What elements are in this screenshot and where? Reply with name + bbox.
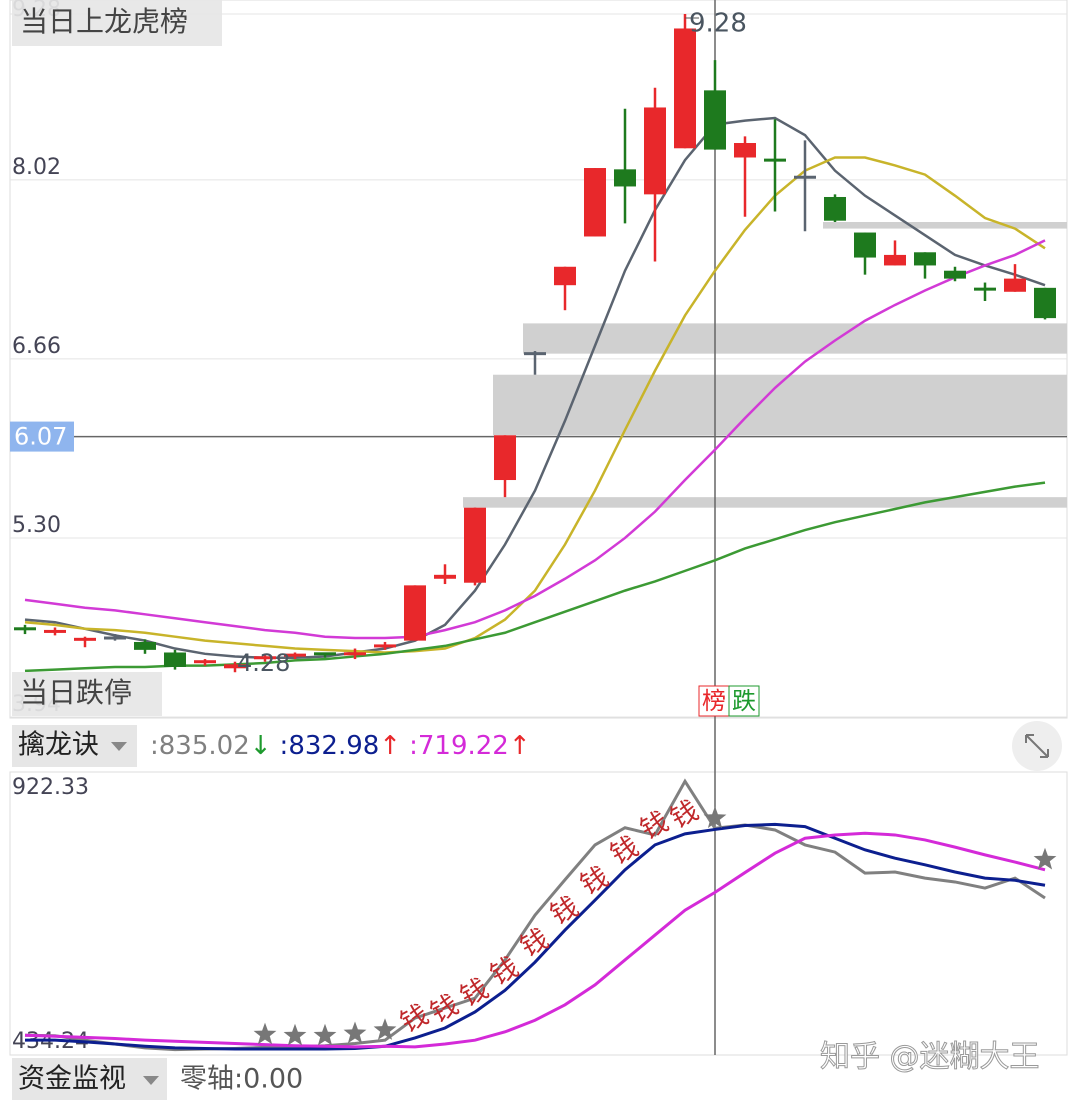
crosshair-label-bg: [10, 421, 74, 452]
candle-body: [284, 653, 306, 657]
candle-body: [914, 252, 936, 266]
indicator-line: [25, 822, 1046, 1051]
marker: 榜: [702, 687, 726, 715]
star-signal: [283, 1023, 307, 1046]
low-label: 4.28: [237, 649, 290, 677]
candle-body: [224, 664, 246, 669]
star-signal: [373, 1018, 397, 1040]
dropdown-arrow: [143, 1076, 159, 1085]
candle-body: [74, 637, 96, 641]
high-label: 9.28: [689, 9, 747, 39]
watermark: 知乎 @迷糊大王: [820, 1040, 1040, 1075]
candle-body: [404, 585, 426, 641]
legend-prefix: :: [280, 731, 289, 761]
monitor-name: 资金监视: [18, 1064, 126, 1095]
star-signal: [343, 1021, 367, 1044]
marker-box: [728, 685, 760, 717]
support-zone: [523, 323, 1067, 354]
ma-line: [24, 239, 1046, 640]
candle-body: [584, 168, 606, 237]
y-tick-label: 922.33: [12, 775, 89, 800]
y-tick-label: 6.66: [12, 334, 61, 359]
candle-body: [194, 660, 216, 664]
candle-body: [374, 644, 396, 648]
candle-body: [314, 652, 336, 656]
star-signal: [703, 806, 727, 828]
monitor-selector[interactable]: [12, 1058, 167, 1100]
legend-prefix: :: [409, 731, 418, 761]
marker-box: [698, 685, 730, 717]
bottom-badge: 当日跌停: [20, 676, 132, 709]
candle-body: [554, 266, 576, 286]
candle-body: [854, 232, 876, 258]
candle-body: [614, 169, 636, 187]
candle-body: [434, 574, 456, 579]
legend-value: 835.02: [159, 731, 250, 761]
zero-axis: 零轴:0.00: [180, 1064, 303, 1095]
candle-body: [884, 254, 906, 266]
legend: :835.02↓:832.98↑:719.22↑: [150, 731, 531, 761]
legend-arrow: ↑: [379, 731, 401, 761]
candle-body: [824, 196, 846, 221]
candle-body: [14, 627, 36, 631]
candle-body: [734, 143, 756, 158]
ma-line: [24, 481, 1046, 673]
candle-body: [104, 636, 126, 640]
expand-icon: [1025, 734, 1049, 758]
legend-value: 719.22: [418, 731, 509, 761]
candle-body: [944, 270, 966, 279]
dropdown-arrow: [111, 742, 127, 751]
top-badge-bg: [12, 0, 222, 46]
candle-body: [254, 656, 276, 660]
candle-body: [44, 629, 66, 633]
candle-body: [764, 158, 786, 162]
indicator-panel: [9, 771, 1068, 1056]
candle-body: [644, 107, 666, 195]
bottom-badge-bg: [12, 672, 162, 716]
legend-arrow: ↑: [509, 731, 531, 761]
y-tick-label: 8.02: [12, 155, 61, 180]
legend-arrow: ↓: [250, 731, 272, 761]
star-signal: [313, 1023, 337, 1046]
candle-body: [704, 90, 726, 150]
candle-body: [134, 641, 156, 650]
candle-body: [1034, 287, 1056, 319]
candle-body: [794, 175, 816, 179]
legend-prefix: :: [150, 731, 159, 761]
legend-value: 832.98: [288, 731, 379, 761]
star-signal: [253, 1022, 277, 1045]
crosshair-label: 6.07: [14, 423, 67, 451]
top-badge: 当日上龙虎榜: [20, 5, 188, 38]
marker: 跌: [732, 687, 756, 715]
support-zone: [463, 497, 1067, 508]
indicator-line: [24, 831, 1046, 1049]
candle-body: [524, 352, 546, 356]
candle-body: [1004, 278, 1026, 292]
ma-line: [24, 156, 1046, 654]
support-zone: [823, 222, 1067, 229]
candle-body: [674, 28, 696, 149]
candle-body: [974, 287, 996, 291]
candle-body: [464, 507, 486, 583]
candle-body: [494, 435, 516, 481]
y-tick-label: 5.30: [12, 513, 61, 538]
ma-line: [24, 116, 1046, 660]
candle-body: [344, 652, 366, 656]
indicator-name: 擒龙诀: [18, 730, 99, 761]
candle-body: [164, 652, 186, 667]
star-signal: [1033, 847, 1057, 870]
